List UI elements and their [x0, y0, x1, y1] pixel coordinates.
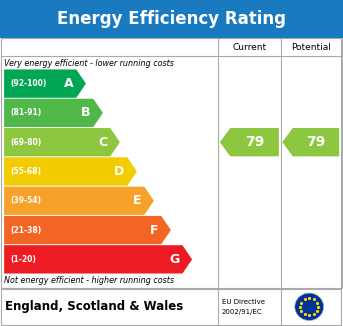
- Text: Energy Efficiency Rating: Energy Efficiency Rating: [57, 10, 286, 28]
- Polygon shape: [4, 216, 171, 244]
- Polygon shape: [4, 245, 192, 274]
- Text: E: E: [133, 194, 142, 207]
- Bar: [1, 289, 341, 325]
- Text: 79: 79: [306, 135, 326, 149]
- Polygon shape: [4, 99, 103, 127]
- Polygon shape: [282, 128, 339, 156]
- Text: C: C: [98, 136, 108, 149]
- Text: (92-100): (92-100): [10, 79, 47, 88]
- Text: B: B: [81, 106, 91, 119]
- Polygon shape: [220, 128, 279, 156]
- Text: Potential: Potential: [291, 43, 331, 52]
- Bar: [0, 0, 343, 38]
- Polygon shape: [4, 186, 154, 215]
- Text: (1-20): (1-20): [10, 255, 36, 264]
- Text: England, Scotland & Wales: England, Scotland & Wales: [5, 300, 184, 313]
- Text: (55-68): (55-68): [10, 167, 41, 176]
- Text: 79: 79: [245, 135, 264, 149]
- Polygon shape: [4, 157, 137, 185]
- Text: (39-54): (39-54): [10, 196, 41, 205]
- Text: Current: Current: [232, 43, 267, 52]
- Text: A: A: [64, 77, 73, 90]
- Polygon shape: [4, 128, 120, 156]
- Text: (81-91): (81-91): [10, 108, 42, 117]
- Text: 2002/91/EC: 2002/91/EC: [222, 309, 262, 315]
- Polygon shape: [4, 69, 86, 98]
- Circle shape: [295, 293, 324, 320]
- Text: F: F: [150, 224, 158, 237]
- Text: D: D: [114, 165, 125, 178]
- Text: (69-80): (69-80): [10, 138, 42, 147]
- Text: Very energy efficient - lower running costs: Very energy efficient - lower running co…: [4, 59, 174, 68]
- Text: Not energy efficient - higher running costs: Not energy efficient - higher running co…: [4, 276, 174, 285]
- Text: G: G: [169, 253, 180, 266]
- Text: EU Directive: EU Directive: [222, 299, 264, 305]
- Text: (21-38): (21-38): [10, 226, 42, 235]
- Bar: [1, 38, 342, 288]
